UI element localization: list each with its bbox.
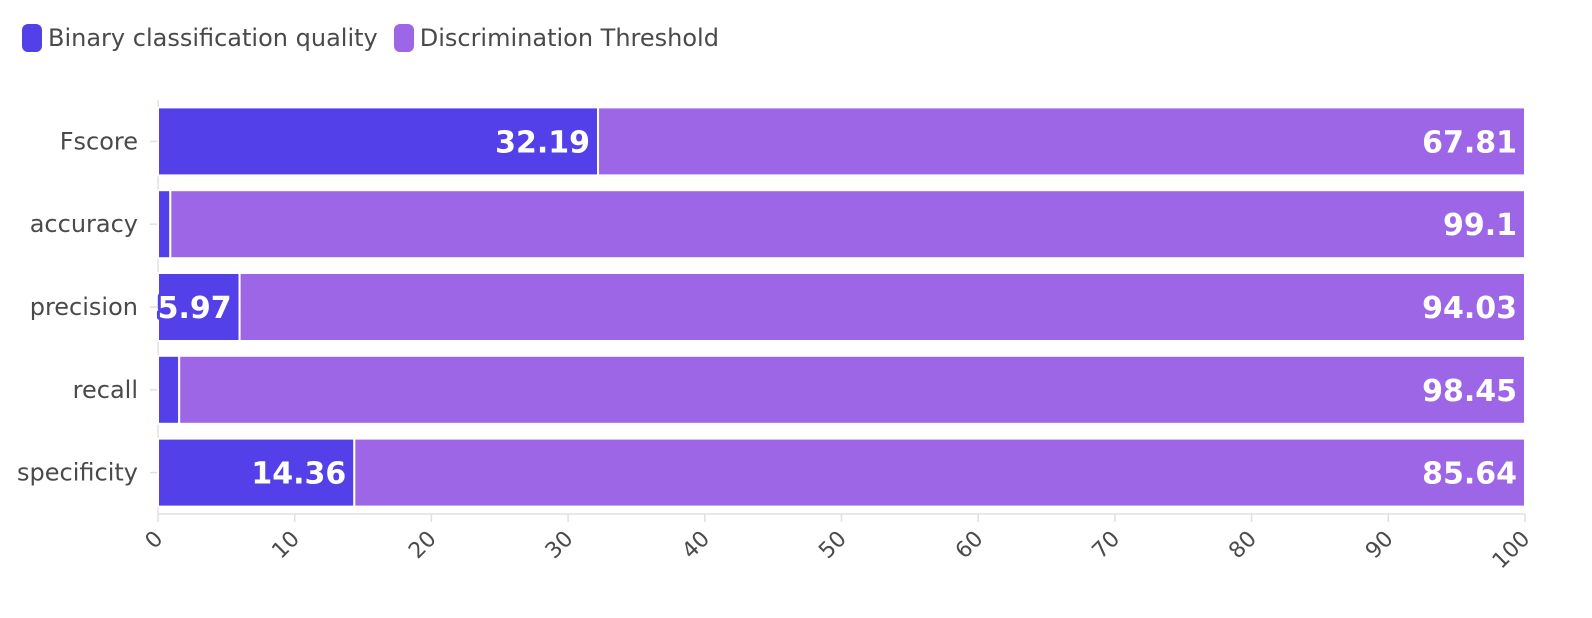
category-label-recall: recall (73, 376, 138, 404)
bar-binary-classification-quality-accuracy (157, 189, 172, 260)
data-label-discrimination-threshold-fscore: 67.81 (1422, 125, 1517, 160)
legend: Binary classification quality Discrimina… (22, 24, 735, 52)
bar-discrimination-threshold-accuracy (169, 189, 1527, 260)
bar-binary-classification-quality-precision (157, 272, 241, 342)
category-label-accuracy: accuracy (30, 210, 138, 238)
bar-discrimination-threshold-fscore (597, 106, 1526, 177)
x-tick-label-100: 100 (1488, 527, 1535, 574)
data-label-binary-classification-quality-fscore: 32.19 (495, 125, 590, 160)
bar-binary-classification-quality-recall (157, 354, 181, 425)
data-label-discrimination-threshold-accuracy: 99.1 (1443, 208, 1517, 243)
bar-binary-classification-quality-fscore (157, 106, 600, 177)
bar-discrimination-threshold-specificity (353, 437, 1527, 508)
x-tick-label-90: 90 (1361, 527, 1398, 564)
data-label-discrimination-threshold-specificity: 85.64 (1422, 457, 1517, 492)
legend-swatch-discrimination-threshold (393, 24, 414, 52)
x-tick-label-50: 50 (814, 527, 851, 564)
legend-item-binary-classification-quality[interactable]: Binary classification quality (22, 24, 378, 52)
x-tick-label-10: 10 (267, 527, 304, 564)
x-tick-label-40: 40 (678, 527, 715, 564)
data-label-binary-classification-quality-precision: 5.97 (158, 291, 232, 326)
x-tick-label-20: 20 (404, 527, 441, 564)
bar-binary-classification-quality-specificity (157, 437, 356, 508)
data-label-discrimination-threshold-recall: 98.45 (1422, 374, 1517, 409)
legend-swatch-binary-classification-quality (22, 24, 42, 52)
x-tick-label-0: 0 (141, 527, 169, 555)
legend-label-binary-classification-quality: Binary classification quality (48, 24, 378, 52)
x-tick-label-30: 30 (541, 527, 578, 564)
legend-label-discrimination-threshold: Discrimination Threshold (419, 24, 719, 52)
data-label-binary-classification-quality-specificity: 14.36 (251, 457, 346, 492)
x-tick-label-80: 80 (1224, 527, 1261, 564)
x-tick-label-60: 60 (951, 527, 988, 564)
bar-discrimination-threshold-precision (238, 272, 1527, 342)
data-label-discrimination-threshold-precision: 94.03 (1422, 291, 1517, 326)
x-tick-label-70: 70 (1088, 527, 1125, 564)
category-label-fscore: Fscore (60, 127, 138, 155)
legend-item-discrimination-threshold[interactable]: Discrimination Threshold (393, 24, 719, 52)
bar-discrimination-threshold-recall (178, 354, 1527, 425)
category-label-specificity: specificity (17, 459, 138, 487)
category-label-precision: precision (30, 293, 138, 321)
